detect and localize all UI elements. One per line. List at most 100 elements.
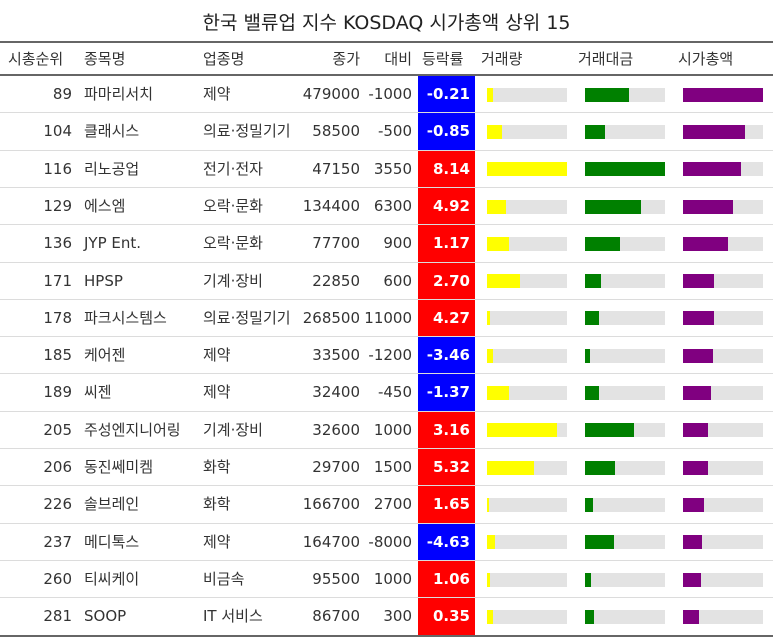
- volume-track: [487, 460, 567, 475]
- row-divider: [0, 410, 773, 412]
- row-divider: [0, 298, 773, 300]
- rank-cell: 205: [43, 420, 72, 439]
- amount-bar: [585, 386, 599, 401]
- amount-bar: [585, 460, 615, 475]
- row-divider: [0, 224, 773, 226]
- close-cell: 134400: [302, 196, 360, 215]
- name-cell: JYP Ent.: [84, 234, 142, 253]
- header-amount: 거래대금: [578, 50, 634, 68]
- table-row: 89 파마리서치 제약 479000 -1000 -0.21: [0, 76, 773, 113]
- amount-track: [585, 609, 665, 624]
- volume-track: [487, 535, 567, 550]
- header-name: 종목명: [84, 50, 126, 68]
- volume-track: [487, 423, 567, 438]
- mcap-track: [683, 124, 763, 139]
- close-cell: 166700: [302, 495, 360, 514]
- sector-cell: IT 서비스: [203, 607, 263, 626]
- mcap-bar: [683, 572, 701, 587]
- header-mcap: 시가총액: [678, 50, 734, 68]
- volume-track: [487, 87, 567, 102]
- sector-cell: 오락·문화: [203, 196, 263, 215]
- close-cell: 479000: [302, 85, 360, 103]
- row-divider: [0, 448, 773, 449]
- row-divider: [0, 522, 773, 524]
- mcap-track: [683, 199, 763, 214]
- volume-track: [487, 348, 567, 363]
- change-cell: 11000: [364, 308, 412, 327]
- amount-bar: [585, 609, 594, 624]
- mcap-bar: [683, 348, 713, 363]
- amount-bar: [585, 236, 620, 251]
- rank-cell: 226: [43, 495, 72, 514]
- mcap-track: [683, 386, 763, 401]
- amount-track: [585, 423, 665, 438]
- header-volume: 거래량: [481, 50, 523, 68]
- mcap-bar: [683, 423, 708, 438]
- mcap-track: [683, 311, 763, 326]
- amount-bar: [585, 311, 599, 326]
- name-cell: 파크시스템스: [84, 308, 167, 327]
- rank-cell: 116: [43, 159, 72, 178]
- mcap-track: [683, 535, 763, 550]
- row-divider: [0, 597, 773, 599]
- header-rank: 시총순위: [8, 50, 64, 68]
- table-row: 104 클래시스 의료·정밀기기 58500 -500 -0.85: [0, 113, 773, 151]
- row-divider: [0, 261, 773, 263]
- volume-track: [487, 124, 567, 139]
- close-cell: 95500: [312, 569, 360, 588]
- mcap-bar: [683, 274, 714, 289]
- name-cell: 씨젠: [84, 383, 112, 402]
- change-cell: 2700: [373, 495, 412, 514]
- amount-track: [585, 497, 665, 512]
- amount-track: [585, 386, 665, 401]
- name-cell: 솔브레인: [84, 495, 140, 514]
- rate-cell: 2.70: [418, 262, 475, 300]
- volume-track: [487, 311, 567, 326]
- mcap-track: [683, 423, 763, 438]
- close-cell: 32600: [312, 420, 360, 439]
- rate-cell: 4.27: [418, 299, 475, 337]
- amount-bar: [585, 497, 593, 512]
- close-cell: 47150: [312, 159, 360, 178]
- rank-cell: 104: [43, 122, 72, 141]
- name-cell: 메디톡스: [84, 532, 140, 551]
- amount-bar: [585, 423, 634, 438]
- close-cell: 164700: [302, 532, 360, 551]
- amount-bar: [585, 274, 601, 289]
- volume-bar: [487, 162, 567, 177]
- header-rate: 등락률: [422, 50, 464, 68]
- rate-cell: 5.32: [418, 449, 475, 486]
- rank-cell: 260: [43, 569, 72, 588]
- volume-track: [487, 162, 567, 177]
- close-cell: 58500: [312, 122, 360, 141]
- change-cell: 900: [383, 234, 412, 253]
- row-divider: [0, 485, 773, 487]
- name-cell: 파마리서치: [84, 85, 154, 103]
- change-cell: -450: [377, 383, 412, 402]
- volume-bar: [487, 609, 493, 624]
- amount-track: [585, 87, 665, 102]
- mcap-bar: [683, 199, 733, 214]
- table-row: 116 리노공업 전기·전자 47150 3550 8.14: [0, 150, 773, 188]
- table-row: 226 솔브레인 화학 166700 2700 1.65: [0, 486, 773, 524]
- row-divider: [0, 373, 773, 375]
- sector-cell: 화학: [203, 495, 231, 514]
- volume-track: [487, 199, 567, 214]
- amount-track: [585, 274, 665, 289]
- row-divider: [0, 559, 773, 561]
- volume-bar: [487, 274, 520, 289]
- amount-bar: [585, 162, 665, 177]
- rank-cell: 136: [43, 234, 72, 253]
- rank-cell: 185: [43, 346, 72, 365]
- mcap-track: [683, 572, 763, 587]
- close-cell: 33500: [312, 346, 360, 365]
- rate-cell: -0.21: [418, 76, 475, 113]
- rate-cell: 0.35: [418, 598, 475, 636]
- table-row: 281 SOOP IT 서비스 86700 300 0.35: [0, 598, 773, 636]
- rate-cell: 3.16: [418, 411, 475, 449]
- header-sector: 업종명: [203, 50, 245, 68]
- amount-track: [585, 236, 665, 251]
- mcap-bar: [683, 311, 714, 326]
- volume-bar: [487, 460, 534, 475]
